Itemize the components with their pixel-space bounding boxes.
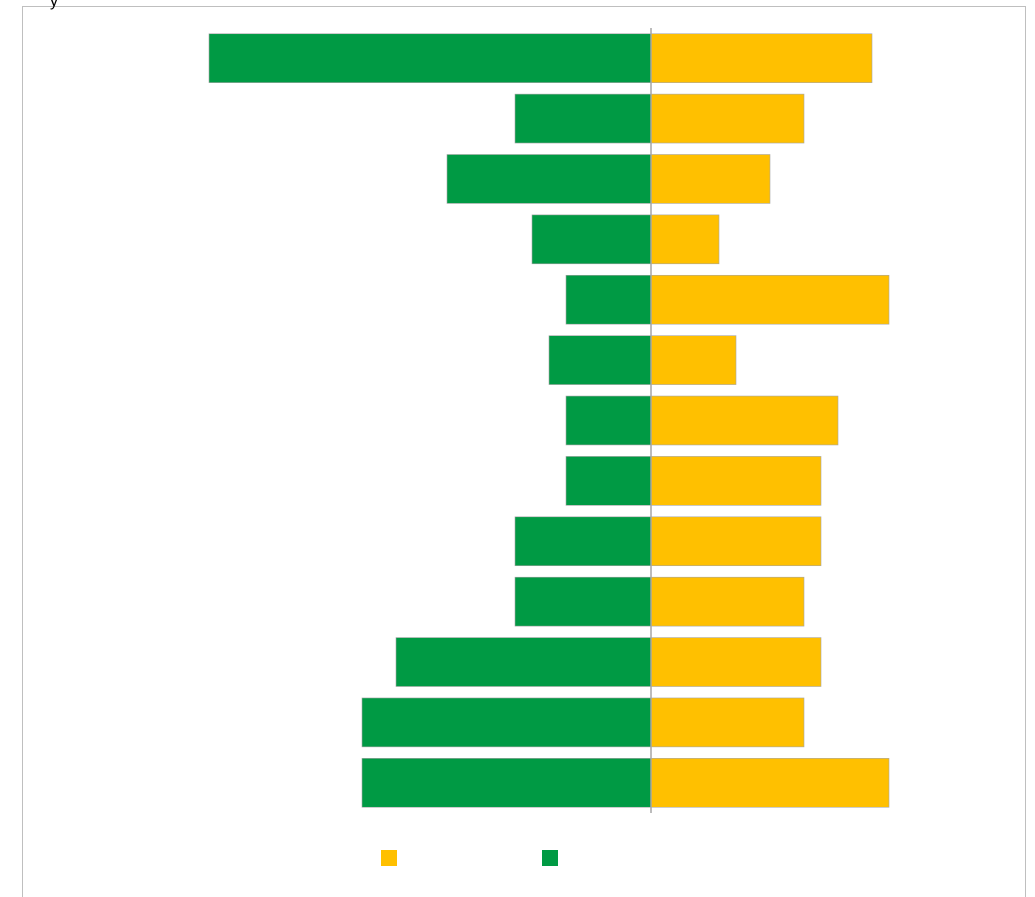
chart-title: y (50, 0, 58, 10)
bar (514, 93, 652, 144)
bar (446, 154, 652, 204)
bar (650, 697, 805, 748)
bar (361, 758, 652, 808)
bar (395, 637, 652, 687)
bar (650, 456, 822, 506)
bar (514, 516, 652, 567)
bar (650, 154, 771, 204)
bar (514, 576, 652, 627)
bar (650, 214, 720, 265)
bar (650, 516, 822, 567)
bar (361, 697, 652, 748)
legend-swatch (381, 850, 397, 866)
bar (650, 274, 890, 325)
bar (565, 456, 652, 506)
bar (548, 335, 652, 385)
bar (650, 758, 890, 808)
bar (208, 33, 652, 83)
bar (650, 637, 822, 687)
bar (565, 274, 652, 325)
bar (565, 395, 652, 446)
bar (650, 576, 805, 627)
bar (531, 214, 652, 265)
bar (650, 335, 737, 385)
bar (650, 395, 839, 446)
legend-swatch (542, 850, 558, 866)
bar (650, 33, 873, 83)
bar (650, 93, 805, 144)
